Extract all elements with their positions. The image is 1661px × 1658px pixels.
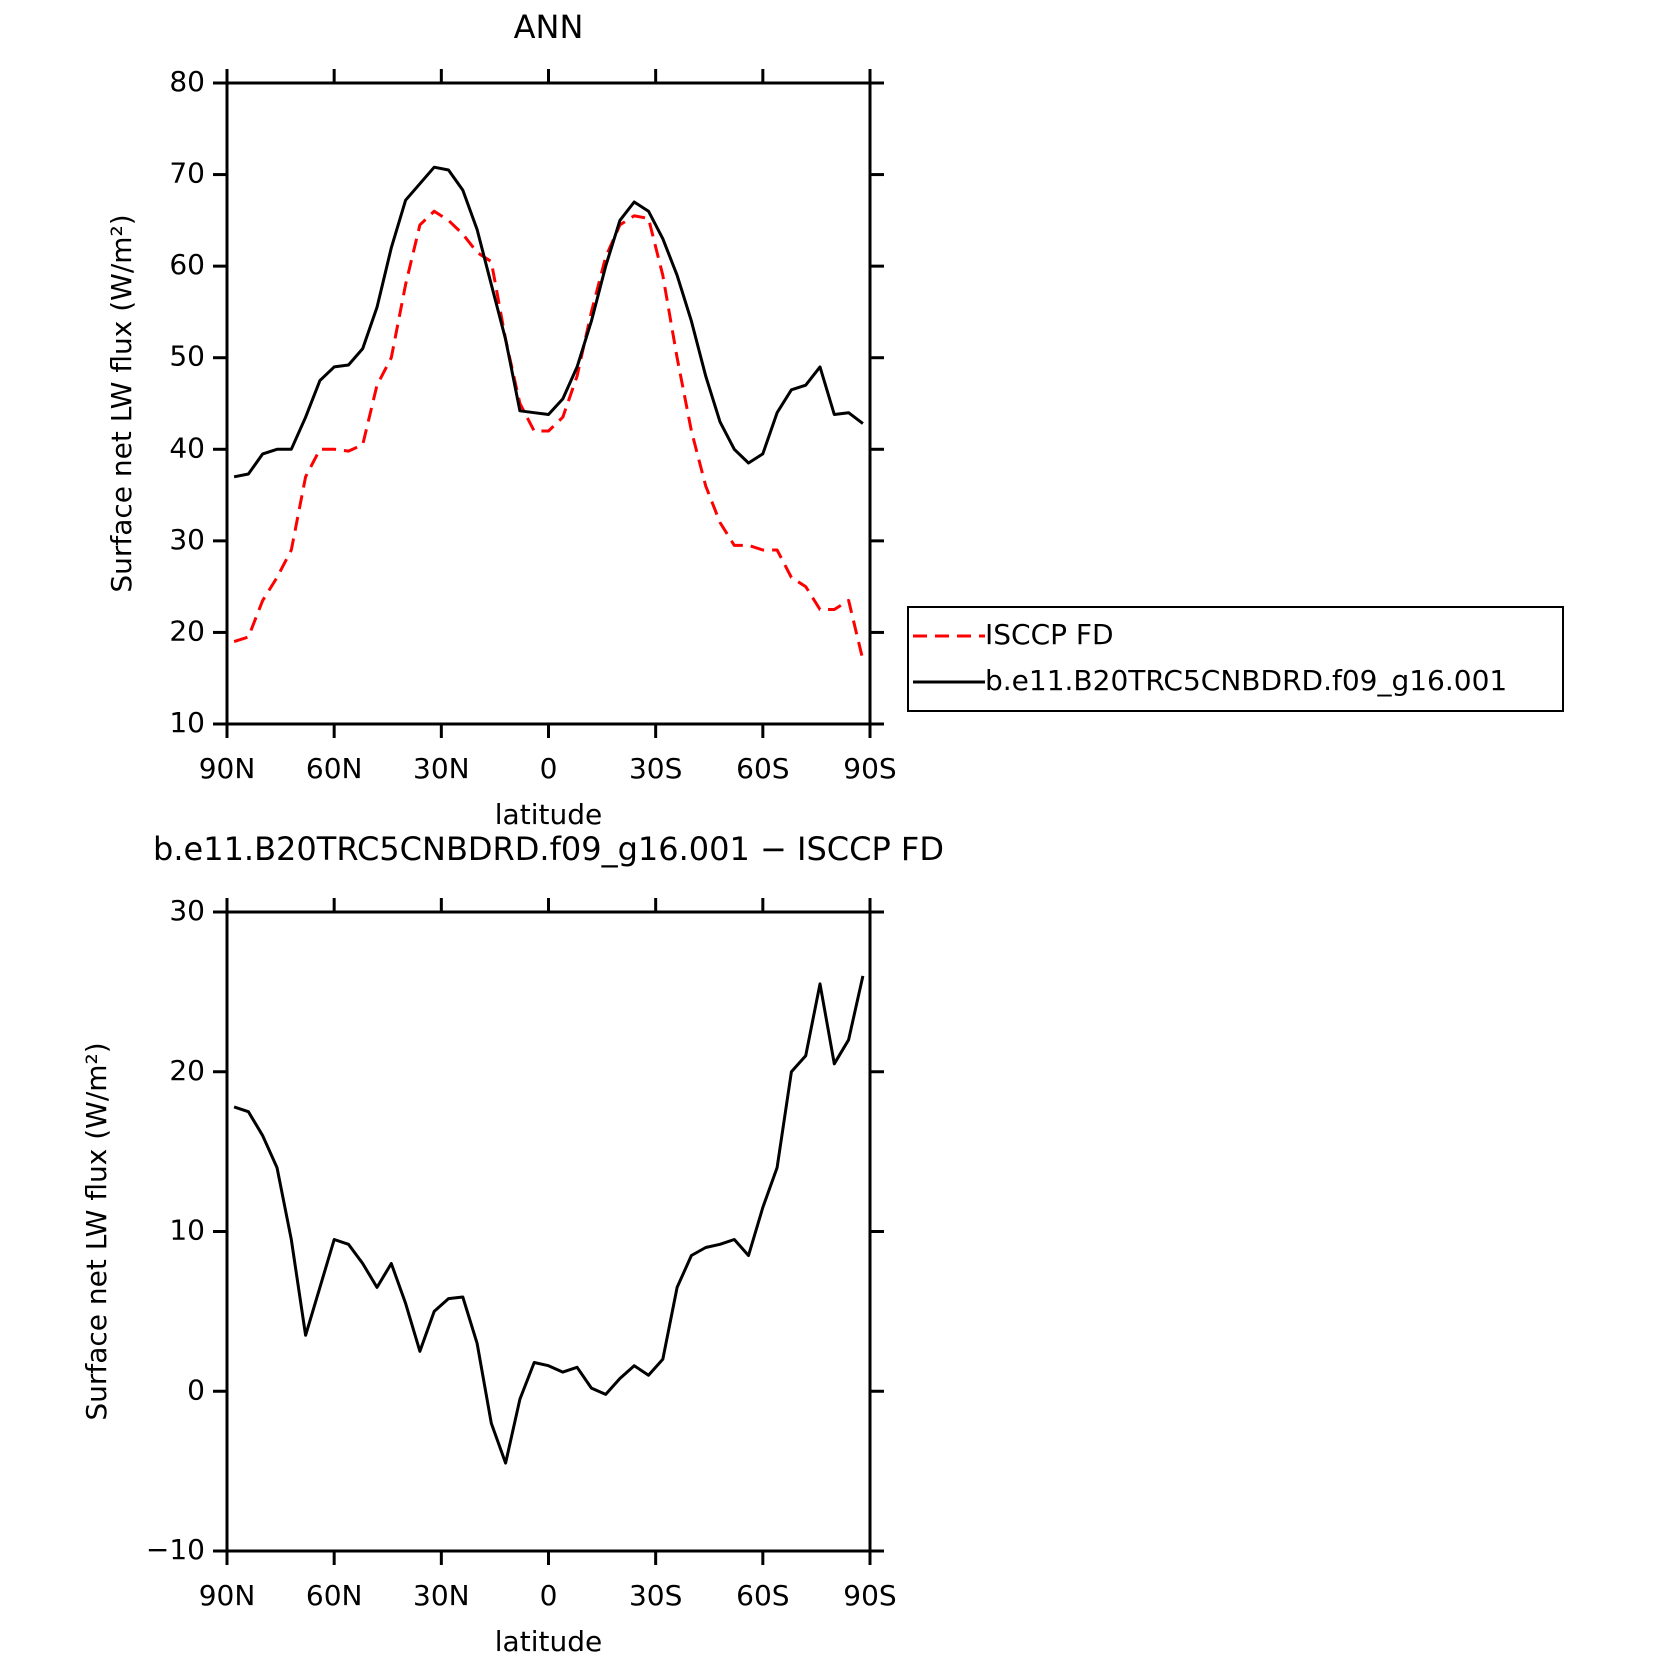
plot-frame [225, 81, 872, 726]
x-tick-label: 30N [413, 1579, 470, 1612]
x-tick-label: 90N [199, 1579, 256, 1612]
y-axis-label: Surface net LW flux (W/m²) [80, 1042, 113, 1420]
y-tick-label: 20 [169, 1054, 205, 1087]
legend-label: ISCCP FD [985, 618, 1114, 651]
chart-title: ANN [514, 8, 584, 46]
y-tick-label: 30 [169, 894, 205, 927]
x-tick-label: 30N [413, 752, 470, 785]
x-tick-label: 30S [629, 1579, 682, 1612]
x-tick-label: 60N [306, 752, 363, 785]
x-tick-label: 0 [540, 752, 558, 785]
x-axis-label: latitude [495, 1625, 602, 1658]
legend-box [907, 606, 1564, 712]
x-tick-label: 90S [843, 752, 896, 785]
y-tick-label: 40 [169, 431, 205, 464]
y-tick-label: 10 [169, 706, 205, 739]
x-tick-label: 60S [736, 1579, 789, 1612]
y-tick-label: 80 [169, 65, 205, 98]
chart-title: b.e11.B20TRC5CNBDRD.f09_g16.001 − ISCCP … [153, 830, 944, 868]
plot-frame [225, 910, 872, 1553]
series-line [233, 209, 865, 661]
x-axis-label: latitude [495, 798, 602, 831]
y-tick-label: 60 [169, 248, 205, 281]
series-line [233, 165, 864, 479]
y-tick-label: 10 [169, 1214, 205, 1247]
y-axis-label: Surface net LW flux (W/m²) [105, 214, 138, 592]
legend-label: b.e11.B20TRC5CNBDRD.f09_g16.001 [985, 664, 1507, 697]
x-tick-label: 0 [540, 1579, 558, 1612]
x-tick-label: 90N [199, 752, 256, 785]
y-tick-label: 20 [169, 614, 205, 647]
x-tick-label: 90S [843, 1579, 896, 1612]
x-tick-label: 60N [306, 1579, 363, 1612]
y-tick-label: 50 [169, 340, 205, 373]
x-tick-label: 30S [629, 752, 682, 785]
series-line [233, 975, 865, 1465]
x-tick-label: 60S [736, 752, 789, 785]
y-tick-label: 70 [169, 157, 205, 190]
y-tick-label: 30 [169, 523, 205, 556]
y-tick-label: −10 [146, 1533, 205, 1566]
y-tick-label: 0 [187, 1373, 205, 1406]
